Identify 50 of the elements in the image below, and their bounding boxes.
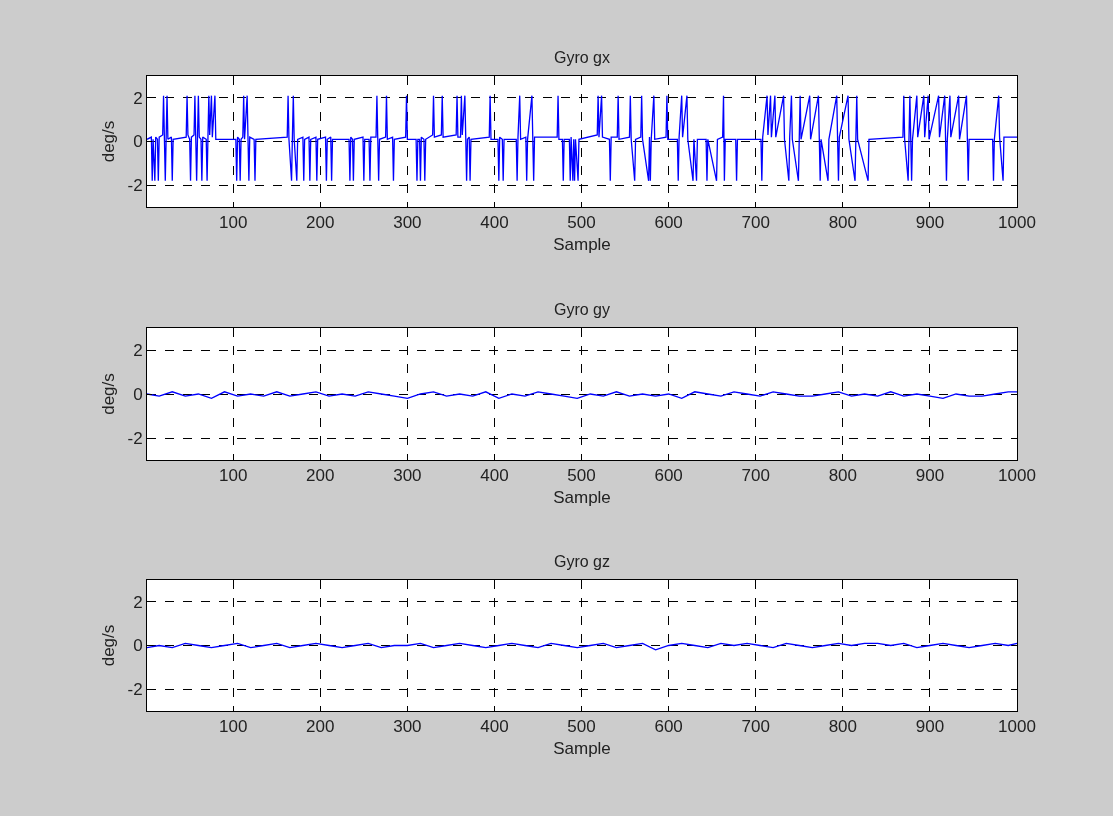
x-tick-label: 800 [828, 717, 858, 737]
y-tick-label: 2 [133, 340, 143, 360]
x-tick-label: 100 [219, 213, 248, 233]
x-tick-label: 600 [654, 213, 683, 233]
x-tick-label: 400 [480, 213, 509, 233]
y-tick-label: -2 [127, 176, 143, 196]
x-tick-label: 100 [219, 717, 248, 737]
y-tick-label: 0 [133, 384, 143, 404]
y-tick-label: 0 [133, 132, 143, 152]
x-tick-label: 1000 [998, 466, 1036, 486]
x-axis-title: Sample [553, 738, 611, 758]
x-tick-label: 1000 [998, 213, 1036, 233]
x-tick-label: 400 [480, 717, 509, 737]
chart-title: Gyro gz [554, 553, 611, 570]
y-axis-title: deg/s [99, 624, 119, 667]
x-tick-label: 900 [915, 717, 945, 737]
y-axis-title: deg/s [99, 120, 119, 163]
x-tick-label: 500 [567, 466, 596, 486]
chart-title: Gyro gx [554, 49, 611, 66]
line-series [147, 642, 1017, 651]
x-tick-label: 300 [393, 466, 422, 486]
chart-title: Gyro gy [554, 301, 611, 318]
x-tick-label: 300 [393, 213, 422, 233]
y-tick-label: -2 [127, 428, 143, 448]
x-tick-label: 500 [567, 717, 596, 737]
x-tick-label: 800 [828, 466, 858, 486]
x-tick-label: 700 [741, 213, 770, 233]
x-tick-label: 200 [306, 213, 335, 233]
x-tick-label: 800 [828, 213, 858, 233]
x-tick-label: 200 [306, 466, 335, 486]
x-tick-label: 100 [219, 466, 248, 486]
x-axis-title: Sample [553, 487, 611, 507]
x-tick-label: 500 [567, 213, 596, 233]
x-axis-title: Sample [553, 234, 611, 254]
x-tick-label: 700 [741, 717, 770, 737]
x-tick-label: 900 [915, 213, 945, 233]
x-tick-label: 700 [741, 466, 770, 486]
x-tick-label: 600 [654, 466, 683, 486]
y-tick-label: -2 [127, 680, 143, 700]
y-axis-title: deg/s [99, 373, 119, 415]
x-tick-label: 200 [306, 717, 335, 737]
x-tick-label: 400 [480, 466, 509, 486]
y-tick-label: 2 [133, 88, 143, 108]
y-tick-label: 2 [133, 592, 143, 612]
x-tick-label: 300 [393, 717, 422, 737]
x-tick-label: 600 [654, 717, 683, 737]
x-tick-label: 900 [915, 466, 945, 486]
line-series [147, 95, 1017, 182]
x-tick-label: 1000 [998, 717, 1036, 737]
y-tick-label: 0 [133, 636, 143, 656]
